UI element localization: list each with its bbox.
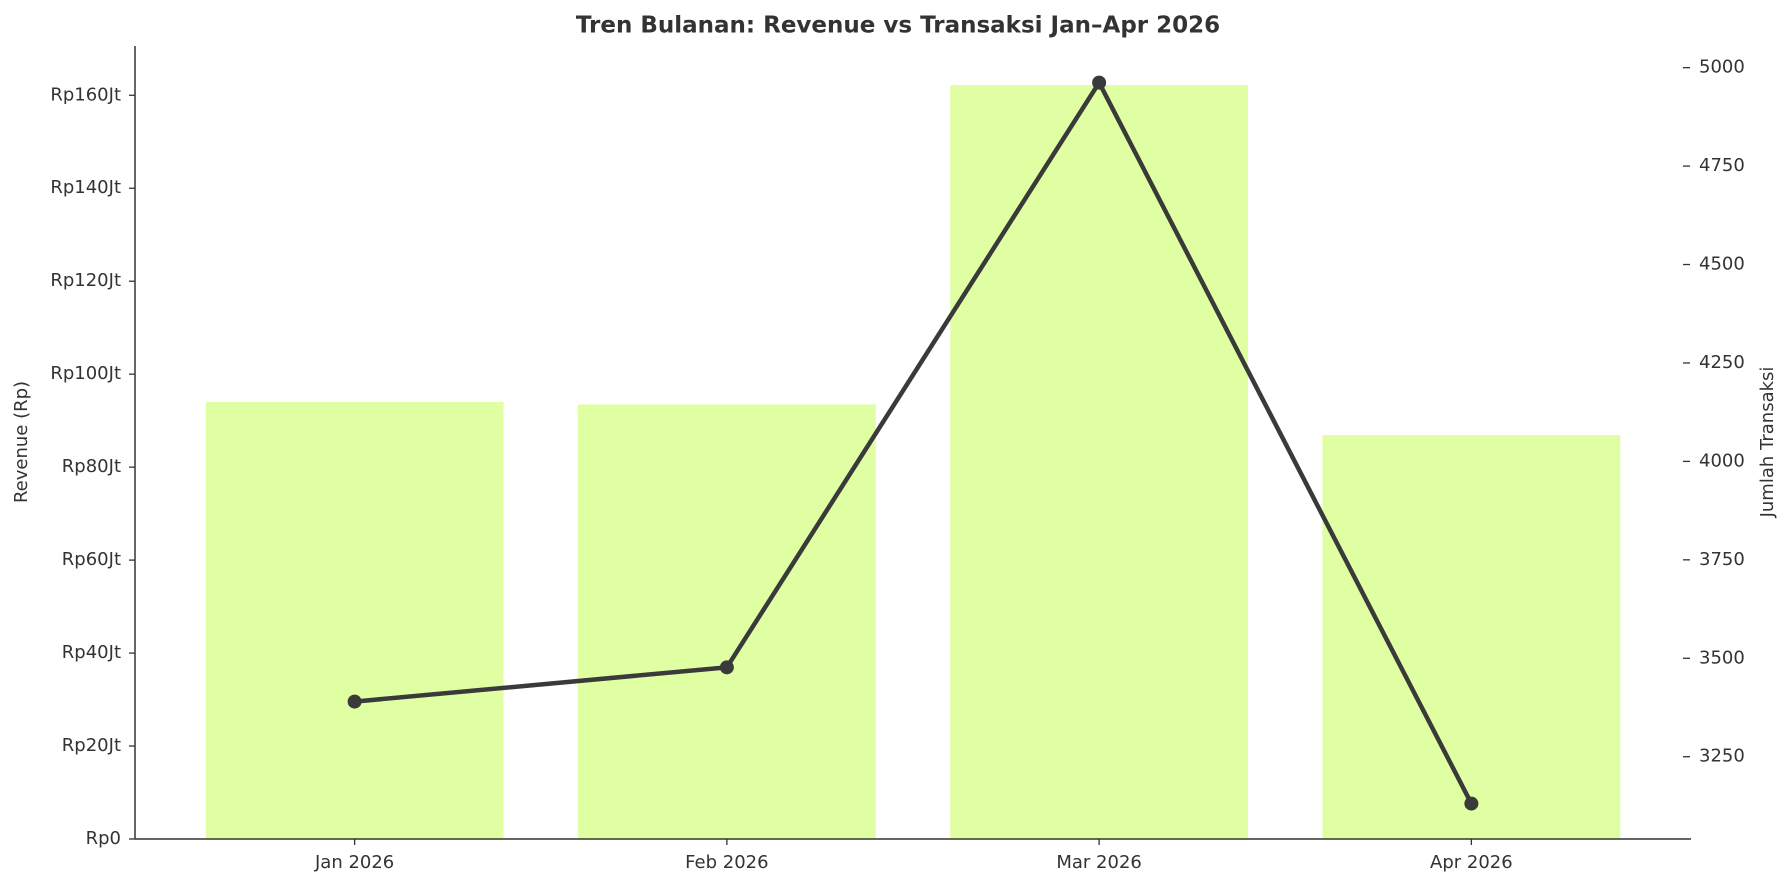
y2-tick-label: 3250 (1699, 746, 1745, 767)
y2-tick-label: 4500 (1699, 254, 1745, 275)
y-tick-label: Rp20Jt (62, 735, 121, 756)
point (347, 694, 362, 709)
bar (577, 404, 876, 839)
point (1092, 75, 1107, 90)
y2-tick-label: 4000 (1699, 450, 1745, 471)
y-tick-label: Rp80Jt (62, 456, 121, 477)
y2-tick-label: 4750 (1699, 155, 1745, 176)
y2-tick-label: 3500 (1699, 647, 1745, 668)
bar (950, 85, 1249, 840)
x-tick-label: Apr 2026 (1430, 852, 1513, 873)
y-tick-label: Rp40Jt (62, 642, 121, 663)
y2-tick-label: 3750 (1699, 549, 1745, 570)
y2-tick-label: 5000 (1699, 57, 1745, 78)
point (1464, 796, 1479, 811)
y-tick-label: Rp140Jt (50, 177, 121, 198)
y-tick-label: Rp160Jt (50, 84, 121, 105)
bar (1322, 435, 1621, 839)
y2-tick-label: 4250 (1699, 352, 1745, 373)
bar (205, 402, 504, 839)
point (719, 660, 734, 675)
x-tick-label: Jan 2026 (314, 852, 394, 873)
y-tick-label: Rp60Jt (62, 549, 121, 570)
x-tick-label: Feb 2026 (685, 852, 768, 873)
y-tick-label: Rp100Jt (50, 363, 121, 384)
x-tick-label: Mar 2026 (1056, 852, 1142, 873)
chart-title: Tren Bulanan: Revenue vs Transaksi Jan–A… (576, 13, 1220, 39)
y2-axis-label: Jumlah Transaksi (1757, 367, 1778, 519)
line (354, 78, 1474, 805)
y-tick-label: Rp120Jt (50, 270, 121, 291)
y-axis-label: Revenue (Rp) (11, 381, 32, 503)
y-tick-label: Rp0 (86, 828, 121, 849)
